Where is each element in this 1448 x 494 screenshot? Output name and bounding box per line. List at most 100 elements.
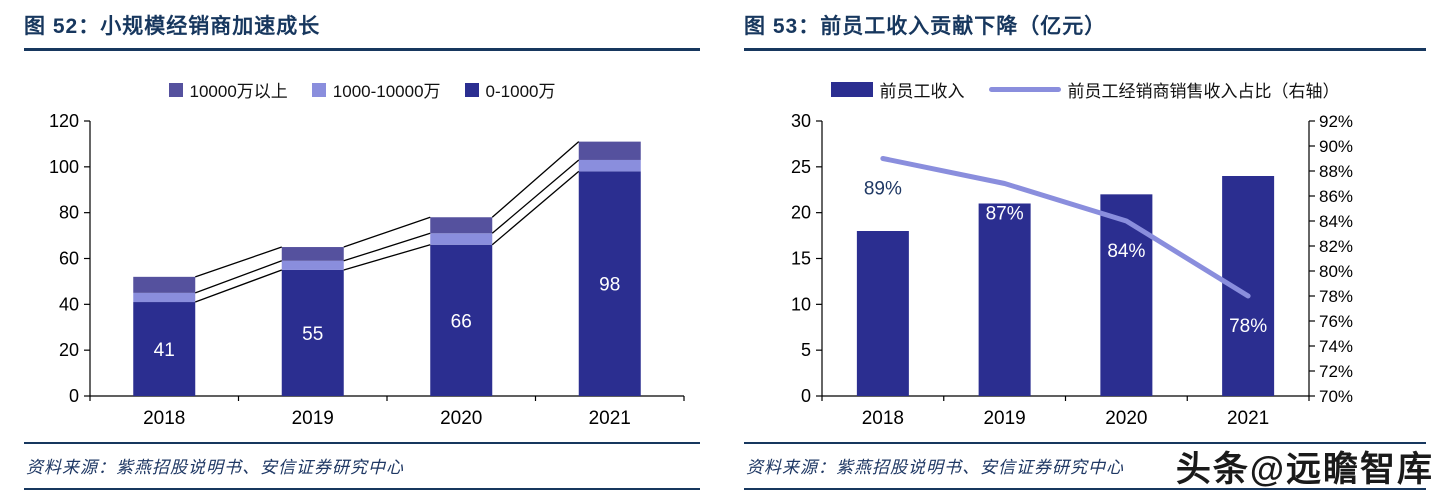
bar-segment (133, 292, 196, 303)
left-axis-label: 30 (791, 111, 811, 131)
legend-item: 前员工经销商销售收入占比（右轴） (988, 77, 1340, 102)
x-axis-label: 2018 (862, 408, 904, 429)
bar-segment (281, 269, 344, 396)
series-line (491, 141, 580, 218)
legend-item: 0-1000万 (464, 77, 556, 102)
x-axis-label: 2019 (292, 408, 334, 429)
right-axis-label: 84% (1319, 212, 1353, 231)
figure-53-legend: 前员工收入 前员工经销商销售收入占比（右轴） (744, 77, 1426, 102)
legend-swatch-square (168, 82, 183, 97)
figure-52-panel: 图 52：小规模经销商加速成长 10000万以上 1000-10000万 0-100… (24, 8, 700, 490)
figure-52-legend: 10000万以上 1000-10000万 0-1000万 (24, 77, 700, 102)
y-axis-label: 0 (69, 386, 79, 406)
bar (856, 231, 909, 396)
legend-label: 10000万以上 (189, 82, 288, 101)
right-axis-label: 72% (1319, 362, 1353, 381)
x-axis-label: 2021 (589, 408, 631, 429)
series-line (195, 269, 282, 303)
divider-line (744, 442, 1426, 444)
figure-52-title: 图 52：小规模经销商加速成长 (24, 8, 700, 51)
right-axis-label: 86% (1319, 187, 1353, 206)
y-axis-label: 60 (59, 249, 79, 269)
bar-segment (281, 247, 344, 261)
bar-segment (578, 141, 641, 160)
bar-segment (578, 171, 641, 396)
divider-line (744, 488, 1426, 490)
bar-data-label: 98 (599, 275, 620, 296)
left-axis-label: 5 (801, 340, 811, 360)
legend-swatch-square (311, 82, 326, 97)
divider-line (24, 488, 700, 490)
series-line (343, 232, 431, 262)
bar-segment (430, 244, 493, 396)
legend-item: 10000万以上 (168, 77, 288, 102)
figure-52-chart-area: 0 20 40 60 80 100 120 2018 2019 2020 2021 41 55 66 98 (24, 106, 700, 441)
line-data-label: 89% (864, 179, 902, 200)
series-line (343, 244, 431, 271)
series-line (195, 260, 282, 294)
bar-segment (430, 217, 493, 234)
y-axis-label: 120 (49, 111, 79, 131)
left-axis-label: 0 (801, 386, 811, 406)
line-data-label: 84% (1107, 241, 1145, 262)
bar-segment (133, 302, 196, 396)
right-axis-label: 76% (1319, 312, 1353, 331)
series-line (195, 246, 282, 278)
figure-52-footer: 资料来源：紫燕招股说明书、安信证券研究中心 (24, 442, 700, 490)
right-axis-label: 74% (1319, 337, 1353, 356)
right-axis-label: 92% (1319, 112, 1353, 131)
figure-52-source: 资料来源：紫燕招股说明书、安信证券研究中心 (26, 458, 404, 477)
left-axis-label: 10 (791, 294, 811, 314)
right-axis-label: 70% (1319, 387, 1353, 406)
bar-data-label: 66 (451, 311, 472, 332)
bar-data-label: 41 (154, 340, 175, 361)
bar (978, 203, 1031, 396)
right-axis-label: 90% (1319, 137, 1353, 156)
bar-line-chart: 0 5 10 15 20 25 30 70% 72% 74% 76% 78% 80% 82% 84% 86% 8… (791, 111, 1353, 429)
line-data-label: 78% (1229, 316, 1267, 337)
right-axis-label: 78% (1319, 287, 1353, 306)
bar-segment (133, 276, 196, 293)
y-axis-label: 40 (59, 294, 79, 314)
left-axis-label: 15 (791, 249, 811, 269)
y-axis-label: 80 (59, 203, 79, 223)
legend-swatch-square (464, 82, 479, 97)
right-axis-label: 88% (1319, 162, 1353, 181)
left-axis-label: 25 (791, 157, 811, 177)
x-axis-label: 2020 (440, 408, 482, 429)
right-axis-label: 82% (1319, 237, 1353, 256)
legend-label: 1000-10000万 (332, 82, 441, 101)
watermark: 头条@远瞻智库 (1175, 450, 1434, 489)
figure-53-panel: 图 53：前员工收入贡献下降（亿元） 前员工收入 前员工经销商销售收入占比（右轴）… (744, 8, 1426, 490)
figure-53-source: 资料来源：紫燕招股说明书、安信证券研究中心 (746, 458, 1124, 477)
divider-line (24, 442, 700, 444)
legend-item: 前员工收入 (830, 77, 965, 102)
x-axis-label: 2020 (1105, 408, 1147, 429)
y-axis-label: 20 (59, 340, 79, 360)
right-axis-label: 80% (1319, 262, 1353, 281)
x-axis-label: 2018 (143, 408, 185, 429)
legend-label: 前员工经销商销售收入占比（右轴） (1067, 82, 1340, 101)
bar-segment (430, 233, 493, 245)
bar-data-label: 55 (302, 324, 323, 345)
left-axis-label: 20 (791, 203, 811, 223)
figure-53-footer: 资料来源：紫燕招股说明书、安信证券研究中心 (744, 442, 1426, 490)
legend-label: 0-1000万 (485, 82, 556, 101)
legend-swatch-line (988, 87, 1061, 92)
stacked-bar-chart: 0 20 40 60 80 100 120 2018 2019 2020 2021 41 55 66 98 (49, 111, 685, 429)
legend-label: 前员工收入 (879, 82, 965, 101)
bar-segment (578, 159, 641, 172)
figure-53-title: 图 53：前员工收入贡献下降（亿元） (744, 8, 1426, 51)
x-axis-label: 2021 (1227, 408, 1269, 429)
series-line (491, 170, 580, 246)
x-axis-label: 2019 (983, 408, 1025, 429)
bar (1100, 194, 1153, 396)
legend-swatch-rect (830, 82, 873, 97)
legend-item: 1000-10000万 (311, 77, 441, 102)
line-data-label: 87% (986, 204, 1024, 225)
trend-line (880, 156, 1251, 299)
series-line (491, 159, 580, 234)
y-axis-label: 100 (49, 157, 79, 177)
figure-53-chart-area: 0 5 10 15 20 25 30 70% 72% 74% 76% 78% 80% 82% 84% 86% 8… (744, 106, 1426, 441)
